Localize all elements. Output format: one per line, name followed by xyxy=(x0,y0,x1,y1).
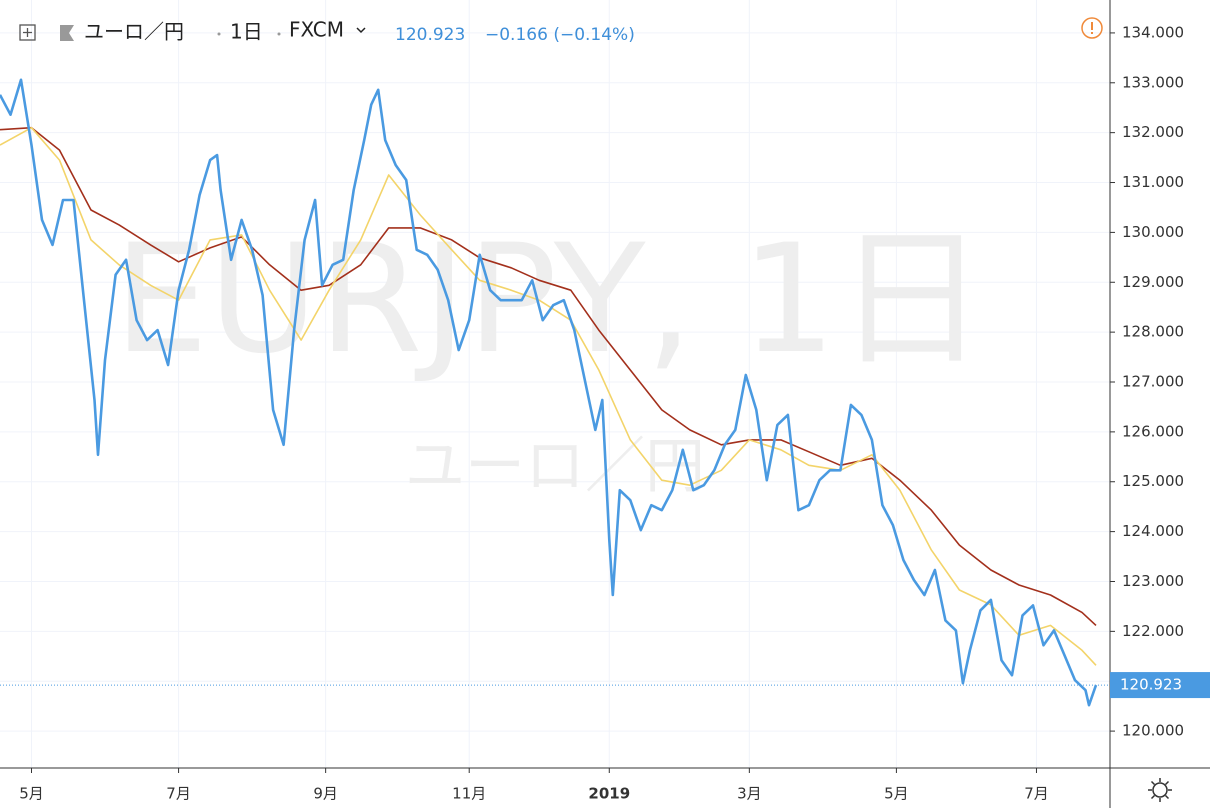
y-tick-label: 129.000 xyxy=(1122,273,1184,291)
interval[interactable]: 1日 xyxy=(230,20,263,44)
plot xyxy=(0,78,1110,707)
price-change: −0.166 (−0.14%) xyxy=(485,25,635,45)
header: ユーロ／円 1日 FXCM 120.923 −0.166 (−0.14%) xyxy=(19,17,1103,45)
watermark: EURJPY, 1日 xyxy=(114,213,987,387)
x-tick-label: 7月 xyxy=(166,785,191,803)
expand-icon-plus xyxy=(23,28,32,37)
y-tick-label: 124.000 xyxy=(1122,522,1184,540)
y-tick-label: 127.000 xyxy=(1122,373,1184,391)
gear xyxy=(1152,782,1168,798)
y-tick-label: 123.000 xyxy=(1122,572,1184,590)
y-tick-label: 131.000 xyxy=(1122,173,1184,191)
price-line xyxy=(0,78,1098,707)
y-tick-label: 133.000 xyxy=(1122,73,1184,91)
flag-icon[interactable] xyxy=(60,25,74,41)
watermark-sub: ユーロ／円 xyxy=(405,432,705,502)
y-tick-label: 125.000 xyxy=(1122,472,1184,490)
x-tick-label: 3月 xyxy=(737,785,762,803)
dot xyxy=(277,32,281,36)
dot xyxy=(217,32,221,36)
alert-icon[interactable] xyxy=(1081,17,1103,39)
y-tick-label: 126.000 xyxy=(1122,422,1184,440)
y-tick-label: 128.000 xyxy=(1122,323,1184,341)
last-price: 120.923 xyxy=(395,25,465,45)
x-tick-label: 9月 xyxy=(313,785,338,803)
price-line xyxy=(0,126,1097,626)
last-price-tag-label: 120.923 xyxy=(1120,676,1182,694)
x-tick-label: 5月 xyxy=(19,785,44,803)
x-tick-label: 5月 xyxy=(884,785,909,803)
price-line xyxy=(0,126,1097,666)
y-tick-label: 134.000 xyxy=(1122,23,1184,41)
y-tick-label: 132.000 xyxy=(1122,123,1184,141)
grid xyxy=(0,0,1110,768)
y-tick-label: 120.000 xyxy=(1122,722,1184,740)
y-tick-label: 122.000 xyxy=(1122,622,1184,640)
source[interactable]: FXCM xyxy=(289,18,344,42)
x-tick-label: 2019 xyxy=(588,785,630,803)
settings-icon[interactable] xyxy=(1148,778,1172,802)
expand-icon[interactable] xyxy=(19,24,36,41)
chevron[interactable] xyxy=(356,27,366,34)
x-tick-label: 11月 xyxy=(452,785,486,803)
x-tick-label: 7月 xyxy=(1024,785,1049,803)
last-price-tag xyxy=(1110,672,1210,699)
symbol[interactable]: ユーロ／円 xyxy=(84,20,184,44)
y-tick-label: 130.000 xyxy=(1122,223,1184,241)
gear-teeth xyxy=(1148,778,1172,802)
